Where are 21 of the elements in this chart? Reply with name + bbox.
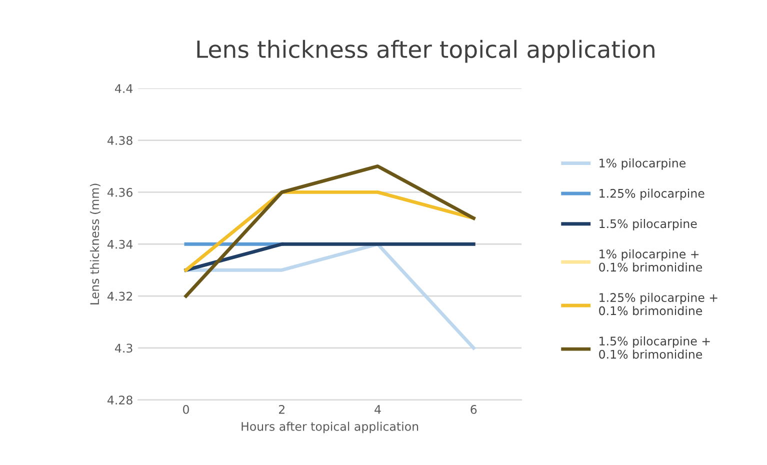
- x-axis-title: Hours after topical application: [242, 422, 418, 434]
- y-tick-label: 4.32: [107, 292, 132, 301]
- legend-label: 1.5% pilocarpine + 0.1% brimonidine: [599, 336, 710, 359]
- y-tick-label: 4.36: [107, 188, 132, 197]
- x-tick-label: 4: [374, 405, 381, 414]
- y-tick-label: 4.28: [107, 396, 132, 405]
- y-tick-label: 4.34: [107, 240, 133, 249]
- y-tick-label: 4.4: [115, 84, 133, 93]
- legend-label: 1.25% pilocarpine + 0.1% brimonidine: [599, 292, 718, 316]
- y-tick-label: 4.38: [107, 136, 132, 145]
- line-series: [184, 164, 476, 298]
- chart-title: Lens thickness after topical application: [197, 40, 654, 63]
- x-tick-label: 6: [470, 404, 477, 414]
- x-tick-label: 0: [183, 404, 189, 414]
- legend-label: 1% pilocarpine: [600, 158, 686, 170]
- x-tick-label: 2: [278, 404, 284, 414]
- legend-label: 1.5% pilocarpine: [600, 219, 697, 230]
- y-tick-label: 4.3: [115, 344, 132, 353]
- y-axis-title: Lens thickness (mm): [90, 184, 100, 304]
- legend-label: 1% pilocarpine + 0.1% brimonidine: [599, 249, 702, 272]
- legend-label: 1.25% pilocarpine: [600, 188, 704, 200]
